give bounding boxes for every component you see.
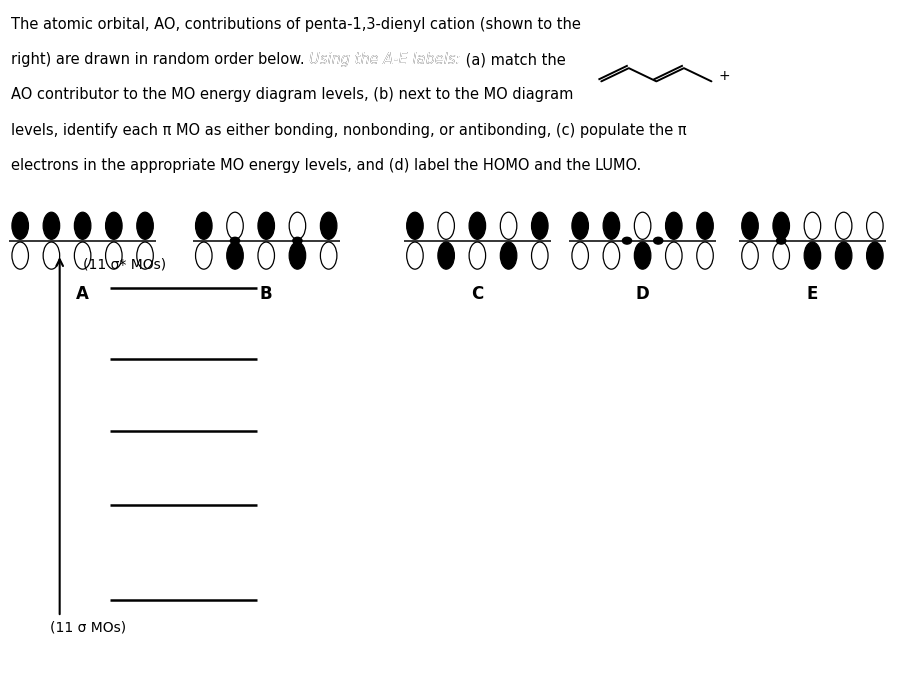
Ellipse shape xyxy=(106,242,122,269)
Ellipse shape xyxy=(438,212,454,239)
Ellipse shape xyxy=(227,212,243,239)
Ellipse shape xyxy=(666,242,682,269)
Ellipse shape xyxy=(438,242,454,269)
Text: Using the A-E labels:: Using the A-E labels: xyxy=(309,52,461,67)
Ellipse shape xyxy=(500,242,517,269)
Ellipse shape xyxy=(258,212,274,239)
Ellipse shape xyxy=(227,242,243,269)
Ellipse shape xyxy=(74,212,91,239)
Ellipse shape xyxy=(603,242,620,269)
Ellipse shape xyxy=(572,212,588,239)
Text: AO contributor to the MO energy diagram levels, (b) next to the MO diagram: AO contributor to the MO energy diagram … xyxy=(11,87,574,102)
Text: E: E xyxy=(807,285,818,303)
Ellipse shape xyxy=(804,212,821,239)
Ellipse shape xyxy=(697,212,713,239)
Circle shape xyxy=(293,237,302,244)
Text: (a) match the: (a) match the xyxy=(461,52,565,67)
Ellipse shape xyxy=(74,242,91,269)
Ellipse shape xyxy=(835,242,852,269)
Ellipse shape xyxy=(469,212,486,239)
Ellipse shape xyxy=(43,242,60,269)
Ellipse shape xyxy=(12,212,28,239)
Ellipse shape xyxy=(742,212,758,239)
Ellipse shape xyxy=(407,242,423,269)
Ellipse shape xyxy=(742,242,758,269)
Ellipse shape xyxy=(867,212,883,239)
Ellipse shape xyxy=(137,242,153,269)
Ellipse shape xyxy=(634,212,651,239)
Circle shape xyxy=(230,237,240,244)
Text: A: A xyxy=(76,285,89,303)
Ellipse shape xyxy=(804,242,821,269)
Ellipse shape xyxy=(137,212,153,239)
Ellipse shape xyxy=(12,242,28,269)
Text: The atomic orbital, AO, contributions of penta-1,3-dienyl cation (shown to the: The atomic orbital, AO, contributions of… xyxy=(11,17,581,32)
Ellipse shape xyxy=(773,242,789,269)
Ellipse shape xyxy=(835,212,852,239)
Circle shape xyxy=(622,237,632,244)
Text: (11 σ MOs): (11 σ MOs) xyxy=(50,620,127,635)
Text: levels, identify each π MO as either bonding, nonbonding, or antibonding, (c) po: levels, identify each π MO as either bon… xyxy=(11,123,687,138)
Text: +: + xyxy=(719,69,731,83)
Ellipse shape xyxy=(666,212,682,239)
Ellipse shape xyxy=(634,242,651,269)
Text: B: B xyxy=(260,285,273,303)
Text: electrons in the appropriate MO energy levels, and (d) label the HOMO and the LU: electrons in the appropriate MO energy l… xyxy=(11,158,642,173)
Ellipse shape xyxy=(43,212,60,239)
Ellipse shape xyxy=(532,242,548,269)
Ellipse shape xyxy=(320,212,337,239)
Text: D: D xyxy=(636,285,649,303)
Ellipse shape xyxy=(773,212,789,239)
Ellipse shape xyxy=(196,212,212,239)
Ellipse shape xyxy=(196,242,212,269)
Ellipse shape xyxy=(697,242,713,269)
Ellipse shape xyxy=(407,212,423,239)
Text: right) are drawn in random order below.: right) are drawn in random order below. xyxy=(11,52,309,67)
Text: C: C xyxy=(471,285,484,303)
Ellipse shape xyxy=(289,242,306,269)
Ellipse shape xyxy=(106,212,122,239)
Ellipse shape xyxy=(532,212,548,239)
Circle shape xyxy=(654,237,663,244)
Ellipse shape xyxy=(258,242,274,269)
Ellipse shape xyxy=(500,212,517,239)
Ellipse shape xyxy=(469,242,486,269)
Ellipse shape xyxy=(572,242,588,269)
Ellipse shape xyxy=(320,242,337,269)
Circle shape xyxy=(777,237,786,244)
Text: (11 σ* MOs): (11 σ* MOs) xyxy=(83,258,166,272)
Ellipse shape xyxy=(867,242,883,269)
Text: Using the A-E labels:: Using the A-E labels: xyxy=(309,52,461,67)
Ellipse shape xyxy=(289,212,306,239)
Ellipse shape xyxy=(603,212,620,239)
